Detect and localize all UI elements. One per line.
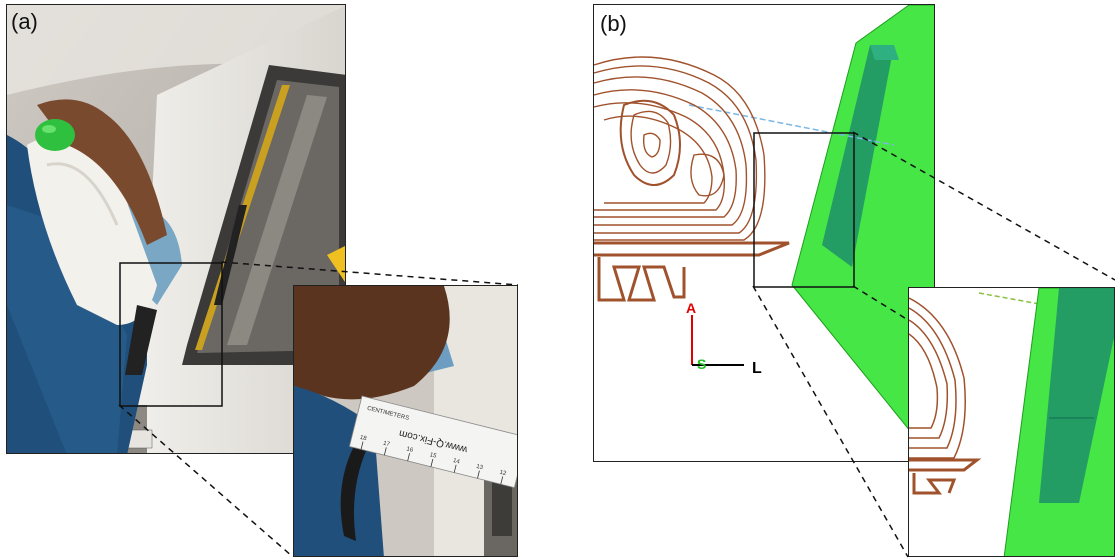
ruler-tick-label: 14 [452, 458, 461, 466]
green-ball [35, 119, 75, 151]
panel-b-label: (b) [600, 11, 627, 36]
ruler-tick [477, 470, 480, 479]
panel-a-label: (a) [11, 9, 38, 34]
photo-scene [7, 5, 345, 453]
strap [125, 305, 157, 375]
ruler-tick-label: 15 [429, 452, 438, 460]
body-contour [594, 56, 766, 241]
ruler-tick-label: 17 [382, 441, 391, 449]
towel [27, 135, 157, 325]
ruler-tick [430, 458, 434, 467]
axis-anterior-label: A [686, 300, 696, 316]
inset-strap [340, 446, 366, 541]
ruler-ticks: 18 17 16 15 14 13 12 [359, 435, 508, 485]
ruler-tick-label: 16 [406, 446, 415, 454]
inset-bolus-inner [1039, 288, 1114, 503]
ruler-tick [383, 447, 387, 456]
panel-b-plan: A S L (b) [593, 4, 935, 462]
plan-view: A S L [594, 5, 934, 461]
ruler-tick-label: 13 [476, 464, 485, 472]
panel-a-photo: (a) [6, 4, 346, 454]
inset-arm [294, 286, 450, 400]
ruler-tick [500, 476, 504, 485]
ruler-tick-label: 12 [499, 470, 508, 478]
inset-couch [909, 458, 982, 495]
inset-plan-view [909, 288, 1114, 556]
ruler-tick [360, 441, 364, 450]
couch-table [594, 241, 790, 302]
ruler-tick-label: 18 [359, 435, 368, 443]
ruler-tick [453, 464, 457, 473]
inset-body-contour [909, 297, 966, 459]
axis-superior-label: S [697, 356, 706, 372]
panel-b-inset [908, 287, 1115, 557]
ruler-tick [407, 453, 410, 462]
axis-left-label: L [752, 360, 762, 377]
panel-a-inset: CENTIMETERS www.Q-Fix.com 18 17 16 15 14 13 12 [293, 285, 518, 557]
